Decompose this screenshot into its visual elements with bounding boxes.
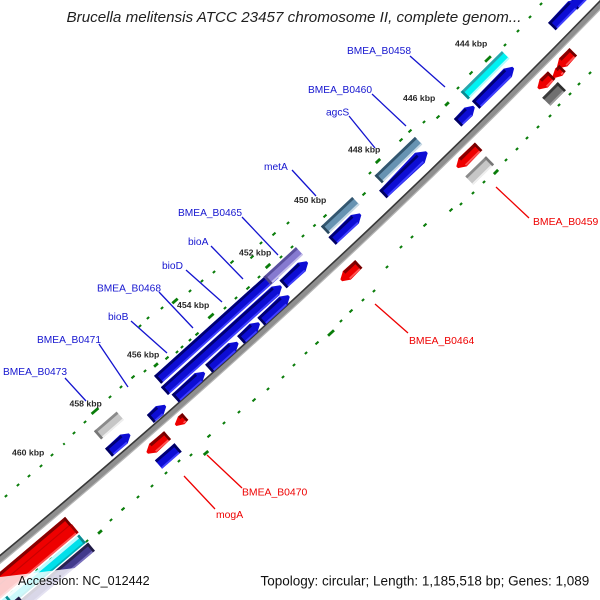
svg-text:BMEA_B0470: BMEA_B0470	[242, 488, 307, 499]
svg-text:444 kbp: 444 kbp	[455, 39, 487, 49]
svg-text:458 kbp: 458 kbp	[70, 399, 102, 409]
svg-text:456 kbp: 456 kbp	[127, 350, 159, 360]
svg-text:BMEA_B0464: BMEA_B0464	[409, 336, 474, 347]
svg-text:452 kbp: 452 kbp	[239, 248, 271, 258]
svg-text:446 kbp: 446 kbp	[403, 93, 435, 103]
svg-text:Accession: NC_012442: Accession: NC_012442	[18, 574, 150, 588]
svg-text:agcS: agcS	[326, 108, 349, 119]
svg-text:BMEA_B0459: BMEA_B0459	[533, 217, 598, 228]
svg-text:454 kbp: 454 kbp	[177, 300, 209, 310]
svg-text:BMEA_B0465: BMEA_B0465	[178, 208, 242, 219]
svg-text:BMEA_B0471: BMEA_B0471	[37, 335, 101, 346]
svg-text:metA: metA	[264, 162, 288, 173]
svg-text:BMEA_B0458: BMEA_B0458	[347, 46, 411, 57]
svg-text:Topology: circular; Length: 1,: Topology: circular; Length: 1,185,518 bp…	[261, 574, 590, 589]
svg-text:460 kbp: 460 kbp	[12, 448, 44, 458]
svg-text:bioA: bioA	[188, 237, 209, 248]
svg-text:Brucella melitensis ATCC 23457: Brucella melitensis ATCC 23457 chromosom…	[67, 9, 522, 26]
svg-text:BMEA_B0468: BMEA_B0468	[97, 284, 161, 295]
svg-text:bioB: bioB	[108, 312, 129, 323]
svg-text:bioD: bioD	[162, 261, 183, 272]
svg-text:BMEA_B0473: BMEA_B0473	[3, 367, 67, 378]
svg-text:450 kbp: 450 kbp	[294, 195, 326, 205]
svg-text:448 kbp: 448 kbp	[348, 145, 380, 155]
svg-text:mogA: mogA	[216, 510, 243, 521]
svg-text:BMEA_B0460: BMEA_B0460	[308, 85, 372, 96]
